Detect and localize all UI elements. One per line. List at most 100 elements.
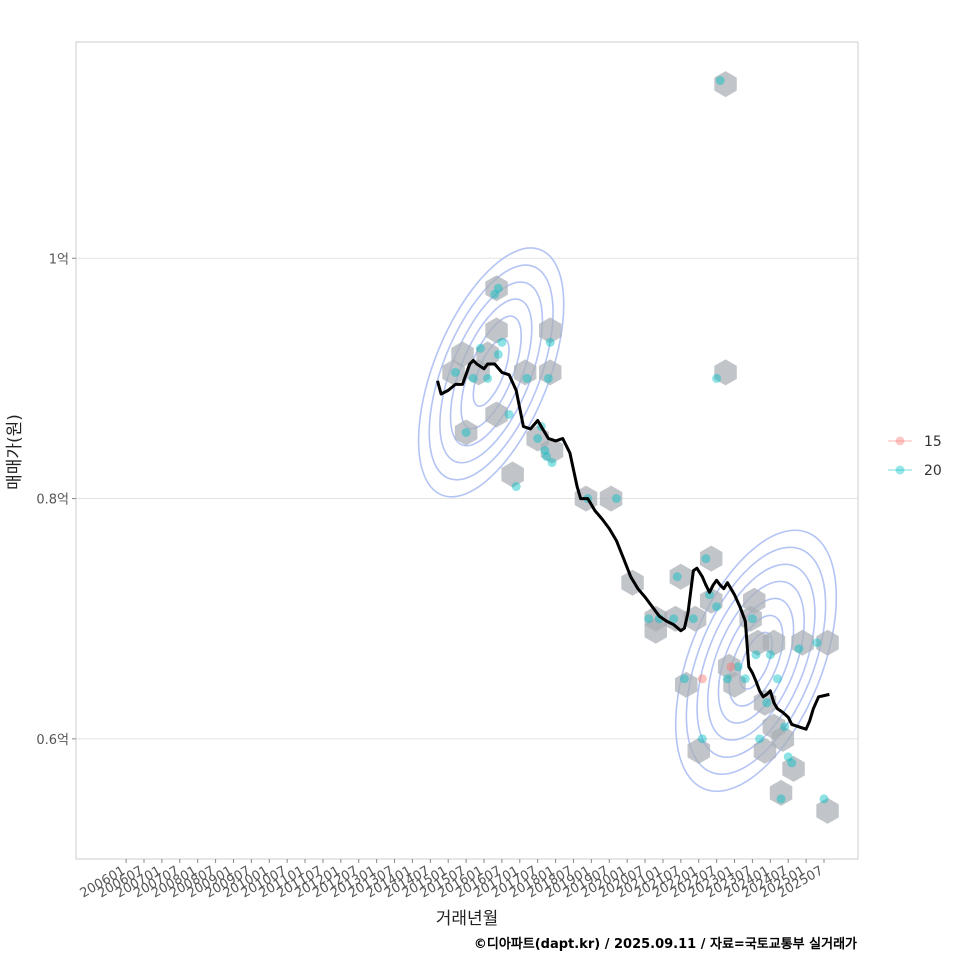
legend: 15 20 (888, 434, 942, 479)
hexbin-cell (451, 341, 474, 368)
caption: ©디아파트(dapt.kr) / 2025.09.11 / 자료=국토교통부 실… (474, 936, 857, 952)
y-axis-title: 매매가(원) (5, 414, 25, 490)
hexbin-cell (467, 359, 490, 386)
legend-swatch-dot-20 (895, 465, 905, 475)
point-20 (461, 427, 471, 437)
contour-ring (417, 247, 565, 498)
point-20 (540, 446, 550, 455)
hexbin-cell (791, 629, 814, 656)
hexbin-cell (762, 629, 786, 656)
hexbin-cell (442, 359, 465, 386)
legend-label-20: 20 (924, 463, 942, 479)
y-tick-label: 1억 (49, 252, 69, 267)
point-20 (740, 674, 750, 684)
x-axis-ticks: 2006012006072007012007072008012008072009… (78, 859, 826, 901)
hexbin-layer (442, 71, 839, 824)
point-20 (765, 650, 775, 660)
point-20 (712, 373, 722, 383)
point-20 (715, 75, 725, 85)
point-20 (543, 373, 553, 383)
x-axis-title: 거래년월 (436, 909, 499, 929)
hexbin-cell (687, 737, 710, 764)
hexbin-cell (485, 401, 508, 428)
density-contours (417, 247, 838, 793)
point-15 (697, 674, 707, 684)
point-20 (772, 674, 782, 684)
point-20 (701, 554, 711, 564)
point-20 (751, 650, 761, 660)
hexbin-cell (675, 671, 698, 698)
hexbin-cell (599, 485, 623, 512)
scatter-points (450, 75, 829, 804)
plot-panel (75, 41, 859, 860)
point-20 (533, 433, 543, 443)
point-20 (747, 614, 757, 624)
point-20 (819, 794, 829, 804)
point-20 (611, 494, 621, 504)
hexbin-cell (664, 605, 687, 632)
hexbin-cell (540, 437, 564, 464)
hexbin-cell (644, 617, 667, 644)
point-20 (483, 373, 493, 383)
hexbin-cell (485, 317, 508, 344)
point-20 (679, 674, 689, 684)
point-20 (669, 614, 679, 624)
trend-line (436, 358, 830, 731)
point-20 (755, 734, 765, 744)
hexbin-cell (816, 629, 839, 656)
legend-label-15: 15 (924, 434, 942, 450)
point-20 (722, 674, 732, 684)
point-20 (522, 373, 532, 383)
point-20 (762, 698, 772, 708)
point-20 (542, 452, 552, 462)
hexbin-cell (539, 317, 562, 344)
point-20 (712, 602, 722, 612)
point-20 (776, 794, 786, 804)
hexbin-cell (769, 779, 793, 806)
point-20 (733, 662, 743, 672)
contour-ring (674, 529, 838, 793)
legend-item-20[interactable]: 20 (888, 463, 942, 479)
point-20 (547, 458, 557, 468)
point-20 (468, 373, 478, 383)
point-20 (504, 409, 514, 419)
hexbin-cell (669, 563, 693, 590)
hexbin-cell (513, 359, 537, 386)
hexbin-cell (700, 545, 723, 572)
y-axis-ticks: 0.6억 0.8억 1억 (36, 252, 76, 748)
point-20 (697, 734, 707, 744)
point-20 (475, 343, 485, 353)
hexbin-cell (743, 587, 766, 614)
point-20 (812, 638, 822, 648)
hexbin-cell (485, 275, 508, 302)
grid-lines (76, 257, 858, 740)
point-20 (688, 614, 698, 624)
hexbin-cell (816, 797, 839, 824)
point-20 (545, 337, 555, 347)
y-tick-label: 0.8억 (36, 493, 69, 508)
hexbin-cell (723, 671, 746, 698)
point-20 (490, 289, 500, 299)
point-20 (497, 337, 507, 347)
legend-swatch-dot-15 (895, 436, 905, 446)
point-20 (783, 752, 793, 762)
contour-ring (706, 580, 806, 741)
contour-ring (428, 264, 554, 481)
point-20 (672, 572, 682, 582)
point-20 (794, 644, 804, 654)
point-20 (787, 758, 797, 768)
y-tick-label: 0.6억 (36, 733, 69, 748)
point-20 (780, 722, 790, 732)
point-15 (726, 662, 736, 672)
hexbin-cell (753, 737, 777, 764)
hexbin-cell (714, 71, 737, 98)
contour-ring (685, 546, 827, 776)
hexbin-cell (782, 755, 805, 782)
contour-ring (717, 597, 795, 724)
hexbin-cell (476, 341, 499, 368)
legend-item-15[interactable]: 15 (888, 434, 942, 450)
point-20 (493, 349, 503, 359)
point-20 (704, 590, 714, 600)
hexbin-cell (539, 359, 562, 386)
